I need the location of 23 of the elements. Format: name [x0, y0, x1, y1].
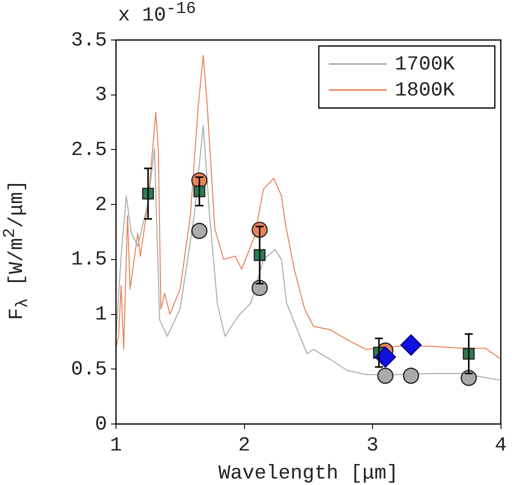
y-tick-label: 1 — [94, 304, 107, 327]
point — [400, 334, 422, 356]
x-tick-label: 2 — [238, 434, 250, 458]
y-tick-label: 3 — [94, 84, 107, 108]
text: x 10$^{-16}$ — [118, 0, 196, 28]
legend-label: 1800K — [394, 79, 455, 102]
x-axis-title: Wavelength [μm] — [218, 462, 398, 485]
point — [191, 222, 208, 240]
point — [374, 346, 396, 368]
legend-label: 1700K — [394, 53, 455, 76]
y-tick-label: 2 — [94, 194, 107, 217]
y-tick-label: 1.5 — [70, 248, 107, 272]
point — [377, 368, 394, 384]
y-tick-label: 0 — [94, 413, 107, 436]
point — [252, 280, 268, 296]
y-tick-label: 2.5 — [70, 139, 107, 162]
point — [460, 370, 477, 386]
y-tick-label: 3.5 — [70, 29, 107, 52]
y-tick-label: 0.5 — [70, 358, 107, 382]
x-tick-label: 1 — [110, 434, 122, 458]
x-tick-label: 3 — [366, 434, 379, 458]
x-tick-label: 4 — [494, 434, 507, 458]
point — [402, 368, 420, 384]
